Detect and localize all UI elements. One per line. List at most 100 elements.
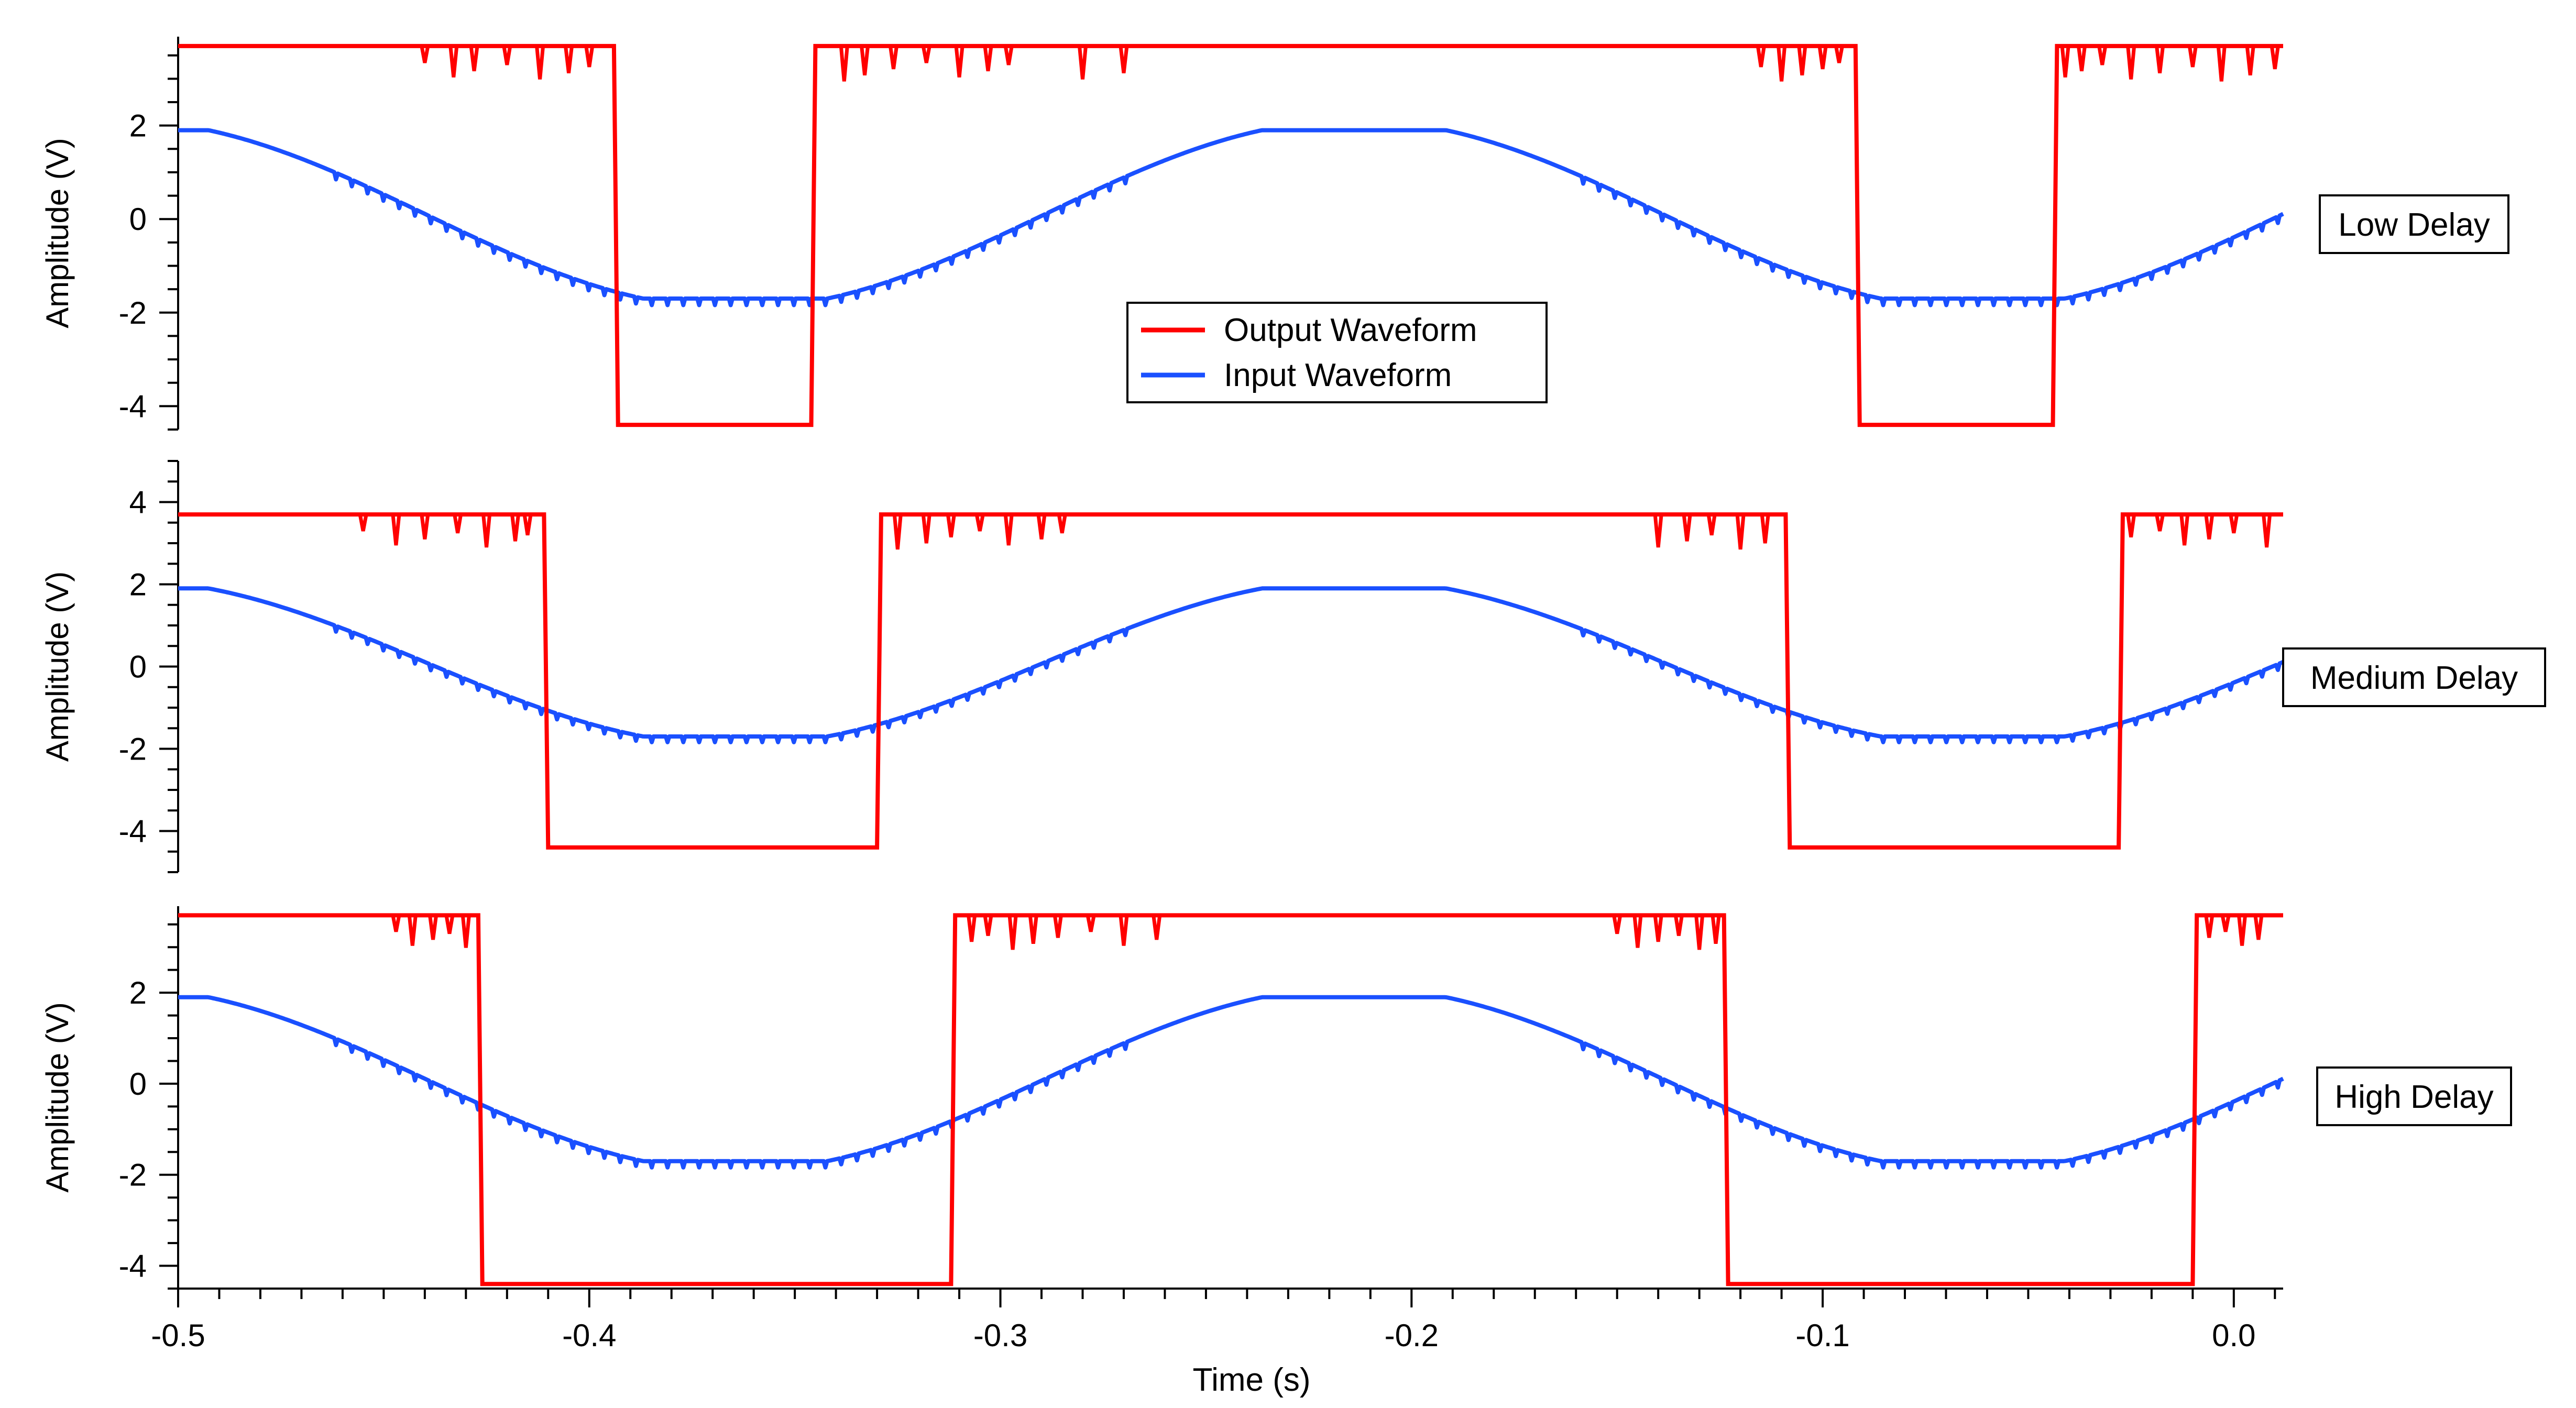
- y-tick-label: 0: [129, 202, 147, 237]
- output-glitch-mark: [2229, 514, 2239, 534]
- y-tick-label: -2: [119, 1158, 147, 1193]
- legend-label-input: Input Waveform: [1224, 357, 1452, 393]
- output-glitch-mark: [407, 915, 418, 946]
- output-glitch-mark: [921, 514, 931, 544]
- y-tick-label: 4: [129, 485, 147, 520]
- x-tick-label: -0.1: [1795, 1318, 1849, 1353]
- output-glitch-mark: [2220, 915, 2231, 932]
- output-glitch-mark: [1735, 514, 1746, 550]
- output-glitch-mark: [2204, 915, 2215, 938]
- output-glitch-mark: [510, 514, 520, 542]
- output-glitch-mark: [967, 915, 977, 942]
- panel-high-delay-label-frame: [2316, 1066, 2512, 1126]
- panel-high-delay-label: High Delay: [2334, 1079, 2493, 1115]
- output-glitch-mark: [1028, 915, 1038, 944]
- x-tick-label: 0.0: [2212, 1318, 2255, 1353]
- output-glitch-mark: [391, 514, 401, 546]
- output-glitch-mark: [535, 46, 545, 80]
- panel-medium-delay-ticks: 4 2 0 -2 -4: [119, 460, 178, 873]
- output-glitch-mark: [2245, 46, 2255, 75]
- y-tick-label: -4: [119, 1249, 147, 1284]
- panel-high-delay: 2 0 -2 -4-0.5 -0.4 -0.3 -0.2 -0.1 0.0 Amplitude …: [40, 906, 2512, 1398]
- panel-high-delay-ticks: 2 0 -2 -4-0.5 -0.4 -0.3 -0.2 -0.1 0.0: [119, 923, 2276, 1353]
- output-glitch-mark: [946, 514, 956, 537]
- y-tick-label: -2: [119, 732, 147, 767]
- output-glitch-mark: [983, 46, 993, 72]
- y-tick-label: -4: [119, 389, 147, 424]
- output-glitch-mark: [2155, 514, 2165, 532]
- output-glitch-mark: [921, 46, 931, 63]
- panel-high-delay-label-box: High Delay: [2316, 1066, 2512, 1126]
- output-glitch-mark: [358, 514, 368, 532]
- panel-medium-delay-label-frame: [2282, 647, 2546, 707]
- output-glitch-mark: [1053, 915, 1063, 938]
- legend: Output Waveform Input Waveform: [1126, 302, 1548, 403]
- output-glitch-mark: [1036, 514, 1047, 540]
- output-glitch-mark: [1003, 46, 1014, 65]
- output-glitch-mark: [444, 915, 455, 934]
- output-glitch-mark: [2126, 514, 2136, 537]
- output-glitch-mark: [2097, 46, 2108, 65]
- series-input-waveform: [178, 586, 2284, 744]
- output-glitch-mark: [2237, 915, 2248, 946]
- output-glitch-mark: [2126, 46, 2136, 80]
- output-glitch-mark: [1777, 46, 1787, 82]
- panel-medium-delay-y-axis-label: Amplitude (V): [40, 571, 75, 762]
- output-glitch-mark: [2179, 514, 2190, 546]
- series-input-waveform: [178, 128, 2284, 307]
- output-glitch-mark: [453, 514, 463, 534]
- output-glitch-mark: [502, 46, 512, 65]
- output-glitch-mark: [1152, 915, 1162, 940]
- panel-low-delay-ticks: 2 0 -2 -4: [119, 54, 178, 431]
- panel-high-delay-y-axis-label: Amplitude (V): [40, 1002, 75, 1192]
- panel-low-delay: 2 0 -2 -4 Amplitude (V) Low Delay: [40, 37, 2509, 431]
- panel-low-delay-y-axis-label: Amplitude (V): [40, 138, 75, 328]
- output-glitch-mark: [391, 915, 401, 932]
- series-output-waveform: [178, 43, 2283, 427]
- output-glitch-mark: [1653, 915, 1663, 942]
- output-glitch-mark: [564, 46, 574, 74]
- output-glitch-mark: [522, 514, 533, 536]
- output-glitch-mark: [461, 915, 471, 948]
- y-tick-label: 2: [129, 975, 147, 1010]
- output-glitch-mark: [420, 46, 430, 63]
- panel-medium-delay-label-box: Medium Delay: [2282, 647, 2546, 707]
- output-glitch-mark: [1673, 915, 1684, 936]
- y-tick-label: 2: [129, 108, 147, 144]
- x-tick-label: -0.4: [562, 1318, 616, 1353]
- y-tick-label: 2: [129, 567, 147, 602]
- output-glitch-mark: [860, 46, 870, 75]
- output-glitch-mark: [1086, 915, 1096, 932]
- output-glitch-mark: [954, 46, 964, 78]
- output-glitch-mark: [1797, 46, 1807, 75]
- output-glitch-mark: [2187, 46, 2198, 68]
- panel-high-delay-series: [178, 913, 2284, 1286]
- output-glitch-mark: [1756, 46, 1766, 68]
- panel-medium-delay-label: Medium Delay: [2310, 660, 2518, 696]
- output-glitch-mark: [2060, 46, 2070, 78]
- legend-label-output: Output Waveform: [1224, 312, 1477, 348]
- output-glitch-mark: [428, 915, 439, 940]
- series-output-waveform: [178, 913, 2283, 1286]
- panel-medium-delay-series: [178, 512, 2284, 850]
- output-glitch-mark: [2270, 46, 2280, 70]
- output-glitch-mark: [2076, 46, 2087, 72]
- output-glitch-mark: [1694, 915, 1705, 950]
- output-glitch-mark: [1682, 514, 1692, 542]
- output-glitch-mark: [1760, 514, 1770, 544]
- output-glitch-mark: [1119, 46, 1129, 74]
- y-tick-label: -4: [119, 814, 147, 849]
- panel-low-delay-label: Low Delay: [2338, 207, 2490, 243]
- series-input-waveform: [178, 995, 2284, 1170]
- x-tick-label: -0.5: [151, 1318, 205, 1353]
- x-tick-label: -0.2: [1385, 1318, 1439, 1353]
- output-glitch-mark: [889, 46, 898, 70]
- panel-low-delay-series: [178, 43, 2284, 427]
- output-glitch-mark: [1612, 915, 1623, 934]
- output-glitch-mark: [1653, 514, 1663, 548]
- output-glitch-mark: [983, 915, 993, 936]
- output-glitch-mark: [1834, 46, 1844, 63]
- output-glitch-mark: [420, 514, 430, 540]
